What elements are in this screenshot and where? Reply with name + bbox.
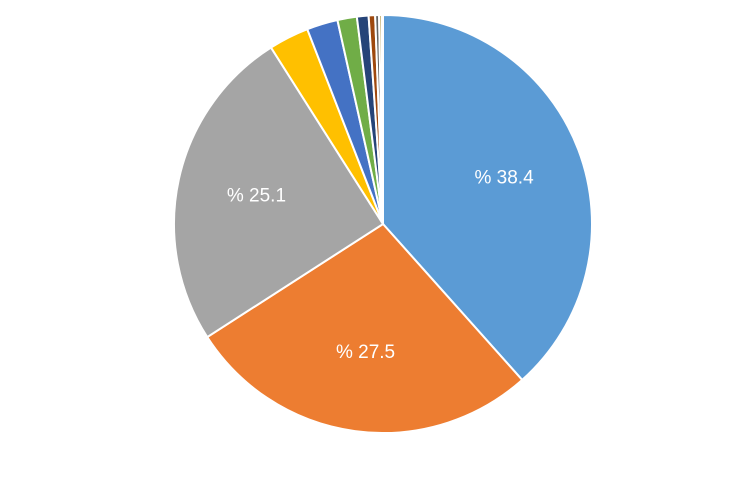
pie-labels: % 38.4 % 27.5 % 25.1: [227, 167, 534, 363]
pie-data-label-1: % 38.4: [474, 167, 534, 188]
pie-data-label-3: % 25.1: [227, 186, 286, 207]
pie-data-label-2: % 27.5: [336, 342, 395, 363]
pie-slice-1: [382, 13, 593, 382]
pie-slices: [173, 13, 593, 434]
pie-slice-11: [380, 13, 384, 225]
pie-slice-3: [173, 46, 385, 339]
pie-slice-2: [205, 222, 524, 434]
